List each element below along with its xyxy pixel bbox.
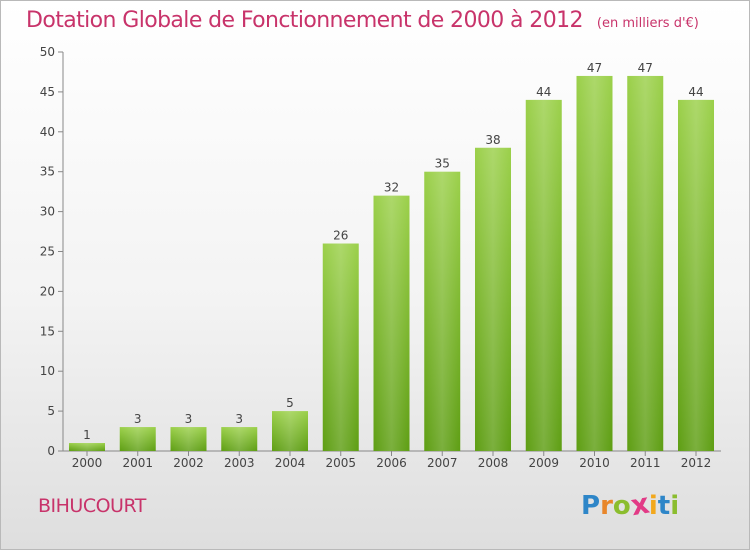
y-tick-label: 30: [40, 205, 55, 219]
y-tick-label: 5: [47, 404, 55, 418]
bar-highlight: [373, 195, 410, 451]
bar-value-label: 3: [185, 412, 193, 426]
bar-value-label: 47: [587, 61, 602, 75]
bar-highlight: [272, 411, 308, 451]
x-tick-label: 2000: [72, 456, 103, 470]
labels: 1 2000 3 2001 3 2002 3 2003 5 2004 26 2005 32 2006 35 2…: [72, 61, 712, 470]
bar-value-label: 35: [435, 157, 450, 171]
bar-value-label: 3: [235, 412, 243, 426]
bar-highlight: [576, 75, 613, 451]
logo-letter: P: [581, 491, 601, 521]
bar-value-label: 3: [134, 412, 142, 426]
bar-highlight: [69, 443, 105, 451]
bar-value-label: 26: [333, 229, 348, 243]
logo-letter: r: [600, 491, 613, 521]
bar-value-label: 44: [536, 85, 551, 99]
title-text: Dotation Globale de Fonctionnement de 20…: [26, 8, 584, 33]
y-tick-label: 50: [40, 45, 55, 59]
bar-highlight: [322, 243, 359, 451]
bar-highlight: [424, 171, 461, 451]
bar-highlight: [119, 427, 156, 451]
y-tick-label: 20: [40, 284, 55, 298]
y-tick-label: 35: [40, 165, 55, 179]
x-tick-label: 2007: [427, 456, 458, 470]
x-tick-label: 2004: [275, 456, 306, 470]
x-tick-label: 2001: [122, 456, 153, 470]
y-tick-label: 10: [40, 364, 55, 378]
y-tick-label: 25: [40, 245, 55, 259]
x-tick-label: 2002: [173, 456, 204, 470]
x-tick-label: 2006: [376, 456, 407, 470]
commune-name: BIHUCOURT: [38, 495, 146, 517]
bar-value-label: 44: [688, 85, 703, 99]
bar-highlight: [678, 99, 714, 451]
x-tick-label: 2009: [528, 456, 559, 470]
bar-highlight: [525, 99, 562, 451]
bars: [69, 75, 714, 451]
y-tick-label: 45: [40, 85, 55, 99]
logo-letter: i: [648, 491, 658, 521]
x-tick-label: 2011: [630, 456, 661, 470]
bar-value-label: 1: [83, 428, 91, 442]
x-tick-label: 2012: [681, 456, 712, 470]
y-tick-label: 15: [40, 324, 55, 338]
logo-letter: t: [657, 491, 671, 521]
bar-value-label: 38: [485, 133, 500, 147]
x-tick-label: 2005: [325, 456, 356, 470]
proxiti-logo[interactable]: Proxiti: [581, 487, 680, 523]
y-tick-label: 40: [40, 125, 55, 139]
bar-highlight: [627, 75, 664, 451]
bar-value-label: 47: [638, 61, 653, 75]
chart-title: Dotation Globale de Fonctionnement de 20…: [26, 8, 699, 33]
logo-letter: i: [670, 491, 680, 521]
bar-highlight: [475, 147, 511, 451]
y-tick-label: 0: [47, 444, 55, 458]
x-tick-label: 2003: [224, 456, 255, 470]
logo-letter: o: [612, 491, 631, 521]
bar-value-label: 32: [384, 181, 399, 195]
x-tick-label: 2008: [478, 456, 509, 470]
x-tick-label: 2010: [579, 456, 610, 470]
bar-value-label: 5: [286, 396, 294, 410]
title-unit: (en milliers d'€): [596, 16, 699, 31]
bar-highlight: [170, 427, 207, 451]
bar-highlight: [221, 427, 258, 451]
